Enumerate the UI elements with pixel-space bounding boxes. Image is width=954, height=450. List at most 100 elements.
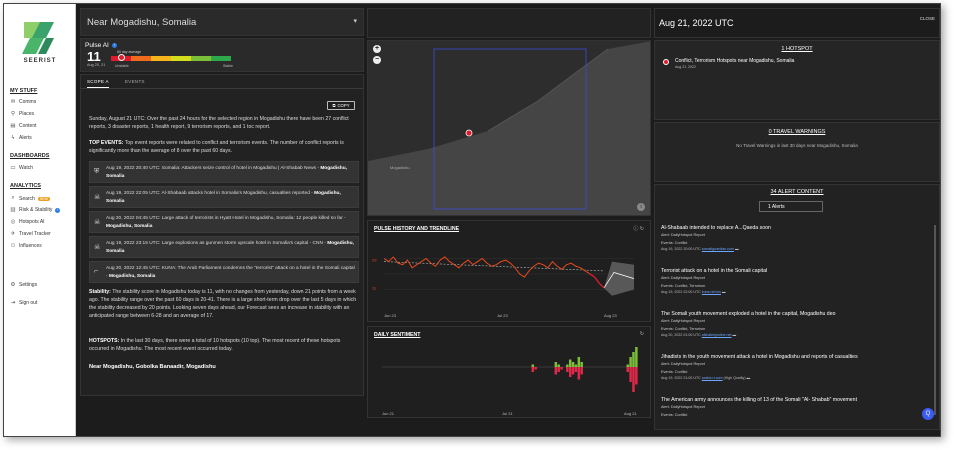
daily-sentiment-chart: DAILY SENTIMENT ↻ Jun 21 Jul 21 Aug 21 — [367, 326, 651, 418]
info-icon[interactable]: i — [55, 207, 61, 213]
caret-down-icon[interactable]: ▾ — [353, 18, 357, 25]
pulse-ai-box: Pulse AI i 11 Aug 20, 21 60 day average U… — [80, 38, 364, 72]
sidebar-item-label: Search — [19, 195, 35, 202]
alert-meta: Aug 20, 2022 01:00 UTC — [661, 333, 701, 337]
list-item[interactable]: The American army announces the killing … — [661, 397, 925, 418]
positive-bar — [571, 362, 575, 367]
x-tick-label: Aug 21 — [624, 411, 637, 416]
chat-button[interactable]: Q — [922, 408, 934, 420]
sidebar-item-search[interactable]: ⌕ Search NEW — [10, 195, 51, 202]
alert-link[interactable]: arabic.rt.com — [701, 376, 723, 380]
negative-bar — [632, 367, 635, 392]
sidebar-item-settings[interactable]: ⚙ Settings — [10, 282, 38, 288]
event-card[interactable]: ⌐ Aug 20, 2022 12:45 UTC: KUNA: The Arab … — [89, 261, 359, 283]
negative-bar — [574, 367, 578, 372]
gauge-high-label: Stable — [223, 64, 233, 68]
positive-bar — [580, 362, 583, 367]
copy-icon: ⧉ — [332, 103, 336, 108]
alert-link[interactable]: alkhaleejonline.net — [701, 333, 732, 337]
watch-icon: ▭ — [10, 165, 16, 171]
sidebar-item-places[interactable]: ⚲ Places — [10, 111, 34, 117]
folder-icon[interactable]: ▬ — [746, 376, 751, 380]
sidebar-item-watch[interactable]: ▭ Watch — [10, 165, 33, 171]
hotspot-item[interactable]: Conflict, Terrorism Hotspots near Mogadi… — [675, 58, 795, 64]
sidebar-item-influences[interactable]: ⚇ Influences — [10, 243, 42, 249]
pulse-history-svg: 29 11 Jun 23 Jul 23 Aug 23 — [372, 256, 635, 318]
pulse-series-recent — [589, 273, 605, 289]
event-date: Aug 19, 2022 23:15 UTC: — [106, 241, 161, 246]
list-item[interactable]: The Somali youth movement exploded a hot… — [661, 311, 925, 338]
folder-icon[interactable]: ▬ — [734, 247, 739, 251]
negative-bar — [531, 367, 535, 372]
footer-place: Near Mogadishu, Gobolka Banaadir, Mogadi… — [89, 364, 216, 370]
event-text: Large attack of terrorists in Hyatt Hote… — [161, 216, 343, 221]
positive-bar — [557, 364, 560, 367]
map-panel[interactable]: Mogadishu + − i — [367, 40, 651, 216]
event-date: Aug 20, 2022 04:45 UTC: — [106, 216, 161, 221]
event-card[interactable]: ⛨ Aug 19, 2022 20:40 UTC: Somalia: Attack… — [89, 161, 359, 183]
sidebar-item-risk-stability[interactable]: ▥ Risk & Stability i — [10, 207, 61, 213]
copy-button[interactable]: ⧉ COPY — [327, 101, 355, 110]
sidebar-item-label: Places — [19, 111, 35, 117]
folder-icon[interactable]: ▬ — [721, 290, 726, 294]
refresh-icon[interactable]: ↻ — [639, 331, 644, 337]
pulse-history-title: PULSE HISTORY AND TRENDLINE — [374, 226, 460, 232]
tab-events[interactable]: EVENTS — [125, 79, 145, 84]
folder-icon[interactable]: ▬ — [732, 333, 737, 337]
x-tick-label: Jun 23 — [384, 313, 397, 318]
positive-bar — [629, 357, 632, 367]
sidebar-item-content[interactable]: ▤ Content — [10, 123, 36, 129]
tab-scope[interactable]: SCOPE A — [87, 79, 109, 88]
list-item[interactable]: Terrorist attack on a hotel in the Somal… — [661, 268, 925, 295]
list-item[interactable]: Jihadists in the youth movement attack a… — [661, 354, 925, 381]
alert-meta: Aug 19, 2022 22:00 UTC — [661, 290, 701, 294]
top-events-body: Top event reports were related to confli… — [89, 140, 344, 154]
event-card[interactable]: ☠ Aug 20, 2022 04:45 UTC: Large attack of… — [89, 211, 359, 233]
sidebar-item-alerts[interactable]: ϟ Alerts — [10, 135, 32, 141]
zoom-in-button[interactable]: + — [373, 45, 381, 53]
sidebar-item-travel-tracker[interactable]: ✈ Travel Tracker — [10, 231, 51, 237]
alert-link[interactable]: somaliguardian.com — [701, 247, 734, 251]
negative-bar — [626, 367, 629, 372]
negative-bar — [635, 367, 638, 385]
comms-icon: ✉ — [10, 99, 16, 105]
map-info-icon[interactable]: i — [637, 203, 645, 211]
sidebar-item-comms[interactable]: ✉ Comms — [10, 99, 37, 105]
sidebar-item-hotspots-ai[interactable]: ◎ Hotspots AI — [10, 219, 45, 225]
info-icon[interactable]: ⓘ — [633, 226, 639, 232]
alert-title: The American army announces the killing … — [661, 397, 858, 403]
sidebar-item-sign-out[interactable]: ⇥ Sign out — [10, 300, 38, 306]
sidebar: SEERIST MY STUFF ✉ Comms ⚲ Places ▤ Content… — [4, 4, 76, 436]
forecast-band — [604, 261, 634, 296]
refresh-icon[interactable]: ↻ — [639, 226, 644, 232]
seerist-logo[interactable] — [18, 18, 58, 58]
zoom-out-button[interactable]: − — [373, 56, 381, 64]
forecast-line — [603, 271, 635, 289]
alert-title: Al-Shabaab intended to replace A...Qaeda… — [661, 225, 771, 231]
alert-source: Alert: DailyHotspot Report — [661, 233, 705, 237]
event-card[interactable]: ☠ Aug 19, 2022 22:05 UTC: Al-Shabaab atta… — [89, 186, 359, 208]
alert-content-panel: 34 ALERT CONTENT 1 Alerts Al-Shabaab int… — [654, 184, 940, 430]
event-card[interactable]: ☠ Aug 19, 2022 23:15 UTC: Large explosion… — [89, 236, 359, 258]
signout-icon: ⇥ — [10, 300, 16, 306]
map-city-label: Mogadishu — [390, 165, 410, 170]
location-selector[interactable]: Near Mogadishu, Somalia ▾ — [80, 8, 364, 36]
event-date: Aug 19, 2022 20:40 UTC: — [106, 166, 161, 171]
alerts-select[interactable]: 1 Alerts — [759, 201, 823, 212]
list-item[interactable]: Al-Shabaab intended to replace A...Qaeda… — [661, 225, 925, 252]
event-place: Mogadishu, Somalia — [106, 166, 347, 179]
alert-title: Terrorist attack on a hotel in the Somal… — [661, 268, 768, 274]
event-date: Aug 19, 2022 22:05 UTC: — [106, 191, 161, 196]
map-canvas[interactable]: Mogadishu — [368, 41, 651, 216]
positive-bar — [566, 364, 569, 367]
alert-title: The Somali youth movement exploded a hot… — [661, 311, 836, 317]
alerts-scrollbar[interactable] — [934, 225, 936, 415]
info-icon[interactable]: i — [111, 43, 117, 48]
gauge-low-label: Unstable — [115, 64, 129, 68]
plane-icon: ✈ — [10, 231, 16, 237]
stability-label: Stability: — [89, 289, 111, 295]
close-button[interactable]: CLOSE — [919, 16, 935, 21]
travel-text: No Travel Warnings in last 30 days near … — [736, 143, 858, 148]
alert-category: Events: Conflict, Terrorism — [661, 327, 706, 331]
alert-link[interactable]: kuna.net.kw — [701, 290, 721, 294]
